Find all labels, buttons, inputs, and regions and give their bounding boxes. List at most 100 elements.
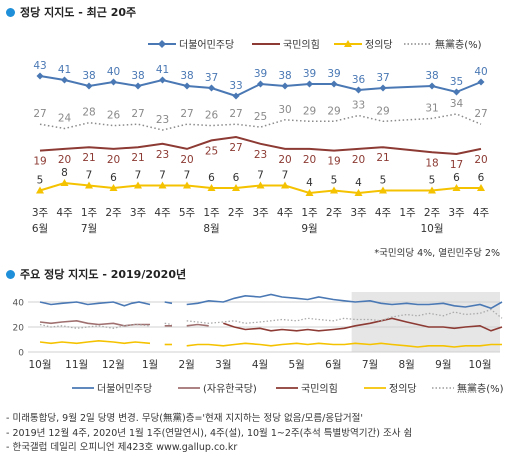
data-label: 27: [131, 108, 144, 120]
data-point-diamond: [85, 82, 93, 90]
x-tick-label: 3주: [130, 207, 147, 219]
data-label: 30: [278, 104, 291, 116]
data-point-triangle: [109, 184, 118, 191]
legend-label: (자유한국당): [203, 383, 257, 395]
series-line-2: [39, 181, 481, 195]
data-label: 38: [82, 70, 95, 82]
x-tick-label: 2주: [105, 207, 122, 219]
data-label: 5: [37, 175, 44, 187]
recent-20-weeks-chart: 더불어민주당 국민의힘 정의당 無黨층(%) 43 41 38 40 38 41 38 37 33 39 3…: [32, 38, 500, 259]
data-point-diamond: [183, 82, 191, 90]
footnote-line: - 2019년 12월 4주, 2020년 1월 1주(연말연시), 4주(설)…: [6, 427, 413, 439]
x-tick-label: 6월: [32, 223, 48, 235]
data-point-triangle: [452, 184, 461, 191]
data-label: 27: [229, 142, 242, 154]
data-point-diamond: [36, 72, 44, 80]
series-line-2: [223, 317, 503, 332]
series-line-0: [39, 301, 151, 307]
x-tick-label: 10월: [28, 359, 51, 371]
chart1-title: 정당 지지도 - 최근 20주: [20, 6, 137, 19]
data-label: 27: [33, 108, 46, 120]
data-point-triangle: [354, 189, 363, 196]
x-tick-label: 2주: [326, 207, 343, 219]
footnote-line: - 한국갤럽 데일리 오피니언 제423호 www.gallup.co.kr: [6, 442, 238, 453]
series-line-4: [164, 322, 173, 326]
data-label: 41: [58, 64, 71, 76]
data-label: 25: [254, 111, 267, 123]
x-tick-label: 11월: [65, 359, 88, 371]
x-tick-label: 7월: [362, 359, 378, 371]
y-tick-label: 0: [18, 349, 24, 359]
data-label: 7: [159, 170, 166, 182]
data-label: 25: [205, 145, 218, 157]
data-label: 4: [306, 177, 313, 189]
chart1-footnote: *국민의당 4%, 열린민주당 2%: [374, 248, 500, 259]
data-label: 38: [425, 70, 438, 82]
data-label: 7: [86, 170, 93, 182]
data-label: 20: [278, 154, 291, 166]
data-label: 6: [208, 172, 215, 184]
data-point-diamond: [61, 76, 68, 84]
data-label: 40: [107, 66, 120, 78]
data-point-triangle: [305, 189, 314, 196]
data-label: 38: [278, 70, 291, 82]
data-label: 40: [474, 66, 487, 78]
data-point-triangle: [232, 184, 240, 191]
data-point-diamond: [232, 92, 240, 100]
x-tick-label: 2월: [178, 359, 194, 371]
series-line-4: [186, 308, 503, 324]
data-label: 43: [33, 60, 46, 72]
data-point-triangle: [60, 179, 69, 186]
data-label: 18: [425, 157, 438, 169]
data-point-diamond: [257, 80, 264, 88]
data-label: 4: [355, 177, 362, 189]
chart2-title-row: 주요 정당 지지도 - 2019/2020년: [6, 266, 186, 282]
data-point-diamond: [453, 88, 460, 96]
data-label: 6: [110, 172, 117, 184]
data-point-triangle: [158, 181, 167, 189]
x-tick-label: 8월: [203, 223, 219, 235]
legend-label: 더불어민주당: [179, 39, 234, 51]
x-tick-label: 4월: [252, 359, 268, 371]
data-label: 20: [303, 154, 316, 166]
legend-label: 더불어민주당: [97, 383, 152, 395]
y-tick-label: 40: [13, 299, 25, 309]
x-tick-label: 1주: [301, 207, 318, 219]
data-label: 19: [327, 156, 340, 168]
x-tick-label: 10월: [468, 359, 491, 371]
data-label: 6: [233, 172, 240, 184]
data-point-diamond: [134, 82, 142, 90]
series-line-0: [186, 293, 503, 310]
x-tick-label: 7월: [81, 223, 97, 235]
data-label: 7: [282, 170, 289, 182]
data-label: 37: [376, 72, 389, 84]
data-label: 27: [474, 108, 487, 120]
chart2-title: 주요 정당 지지도 - 2019/2020년: [20, 268, 187, 281]
x-tick-label: 6월: [325, 359, 341, 371]
data-label: 6: [478, 172, 485, 184]
data-label: 5: [331, 175, 338, 187]
data-point-diamond: [428, 82, 436, 90]
x-tick-label: 1주: [203, 207, 220, 219]
x-tick-label: 3주: [448, 207, 465, 219]
data-label: 21: [131, 152, 144, 164]
data-label: 33: [229, 80, 242, 92]
data-label: 37: [205, 72, 218, 84]
x-tick-label: 4주: [375, 207, 392, 219]
data-label: 17: [450, 159, 463, 171]
data-point-triangle: [183, 181, 191, 189]
data-point-diamond: [330, 80, 338, 88]
data-point-triangle: [477, 184, 485, 191]
footnotes: - 미래통합당, 9월 2일 당명 변경. 무당(無黨)층='현재 지지하는 정…: [6, 412, 412, 456]
x-tick-label: 5월: [288, 359, 304, 371]
data-label: 38: [131, 70, 144, 82]
data-label: 21: [82, 152, 95, 164]
chart1-title-row: 정당 지지도 - 최근 20주: [6, 4, 136, 20]
data-label: 19: [33, 156, 46, 168]
data-label: 36: [352, 74, 366, 86]
data-label: 24: [58, 113, 72, 125]
data-label: 5: [429, 175, 436, 187]
x-tick-label: 9월: [435, 359, 451, 371]
data-label: 38: [180, 70, 193, 82]
legend-triangle-icon: [344, 40, 352, 47]
